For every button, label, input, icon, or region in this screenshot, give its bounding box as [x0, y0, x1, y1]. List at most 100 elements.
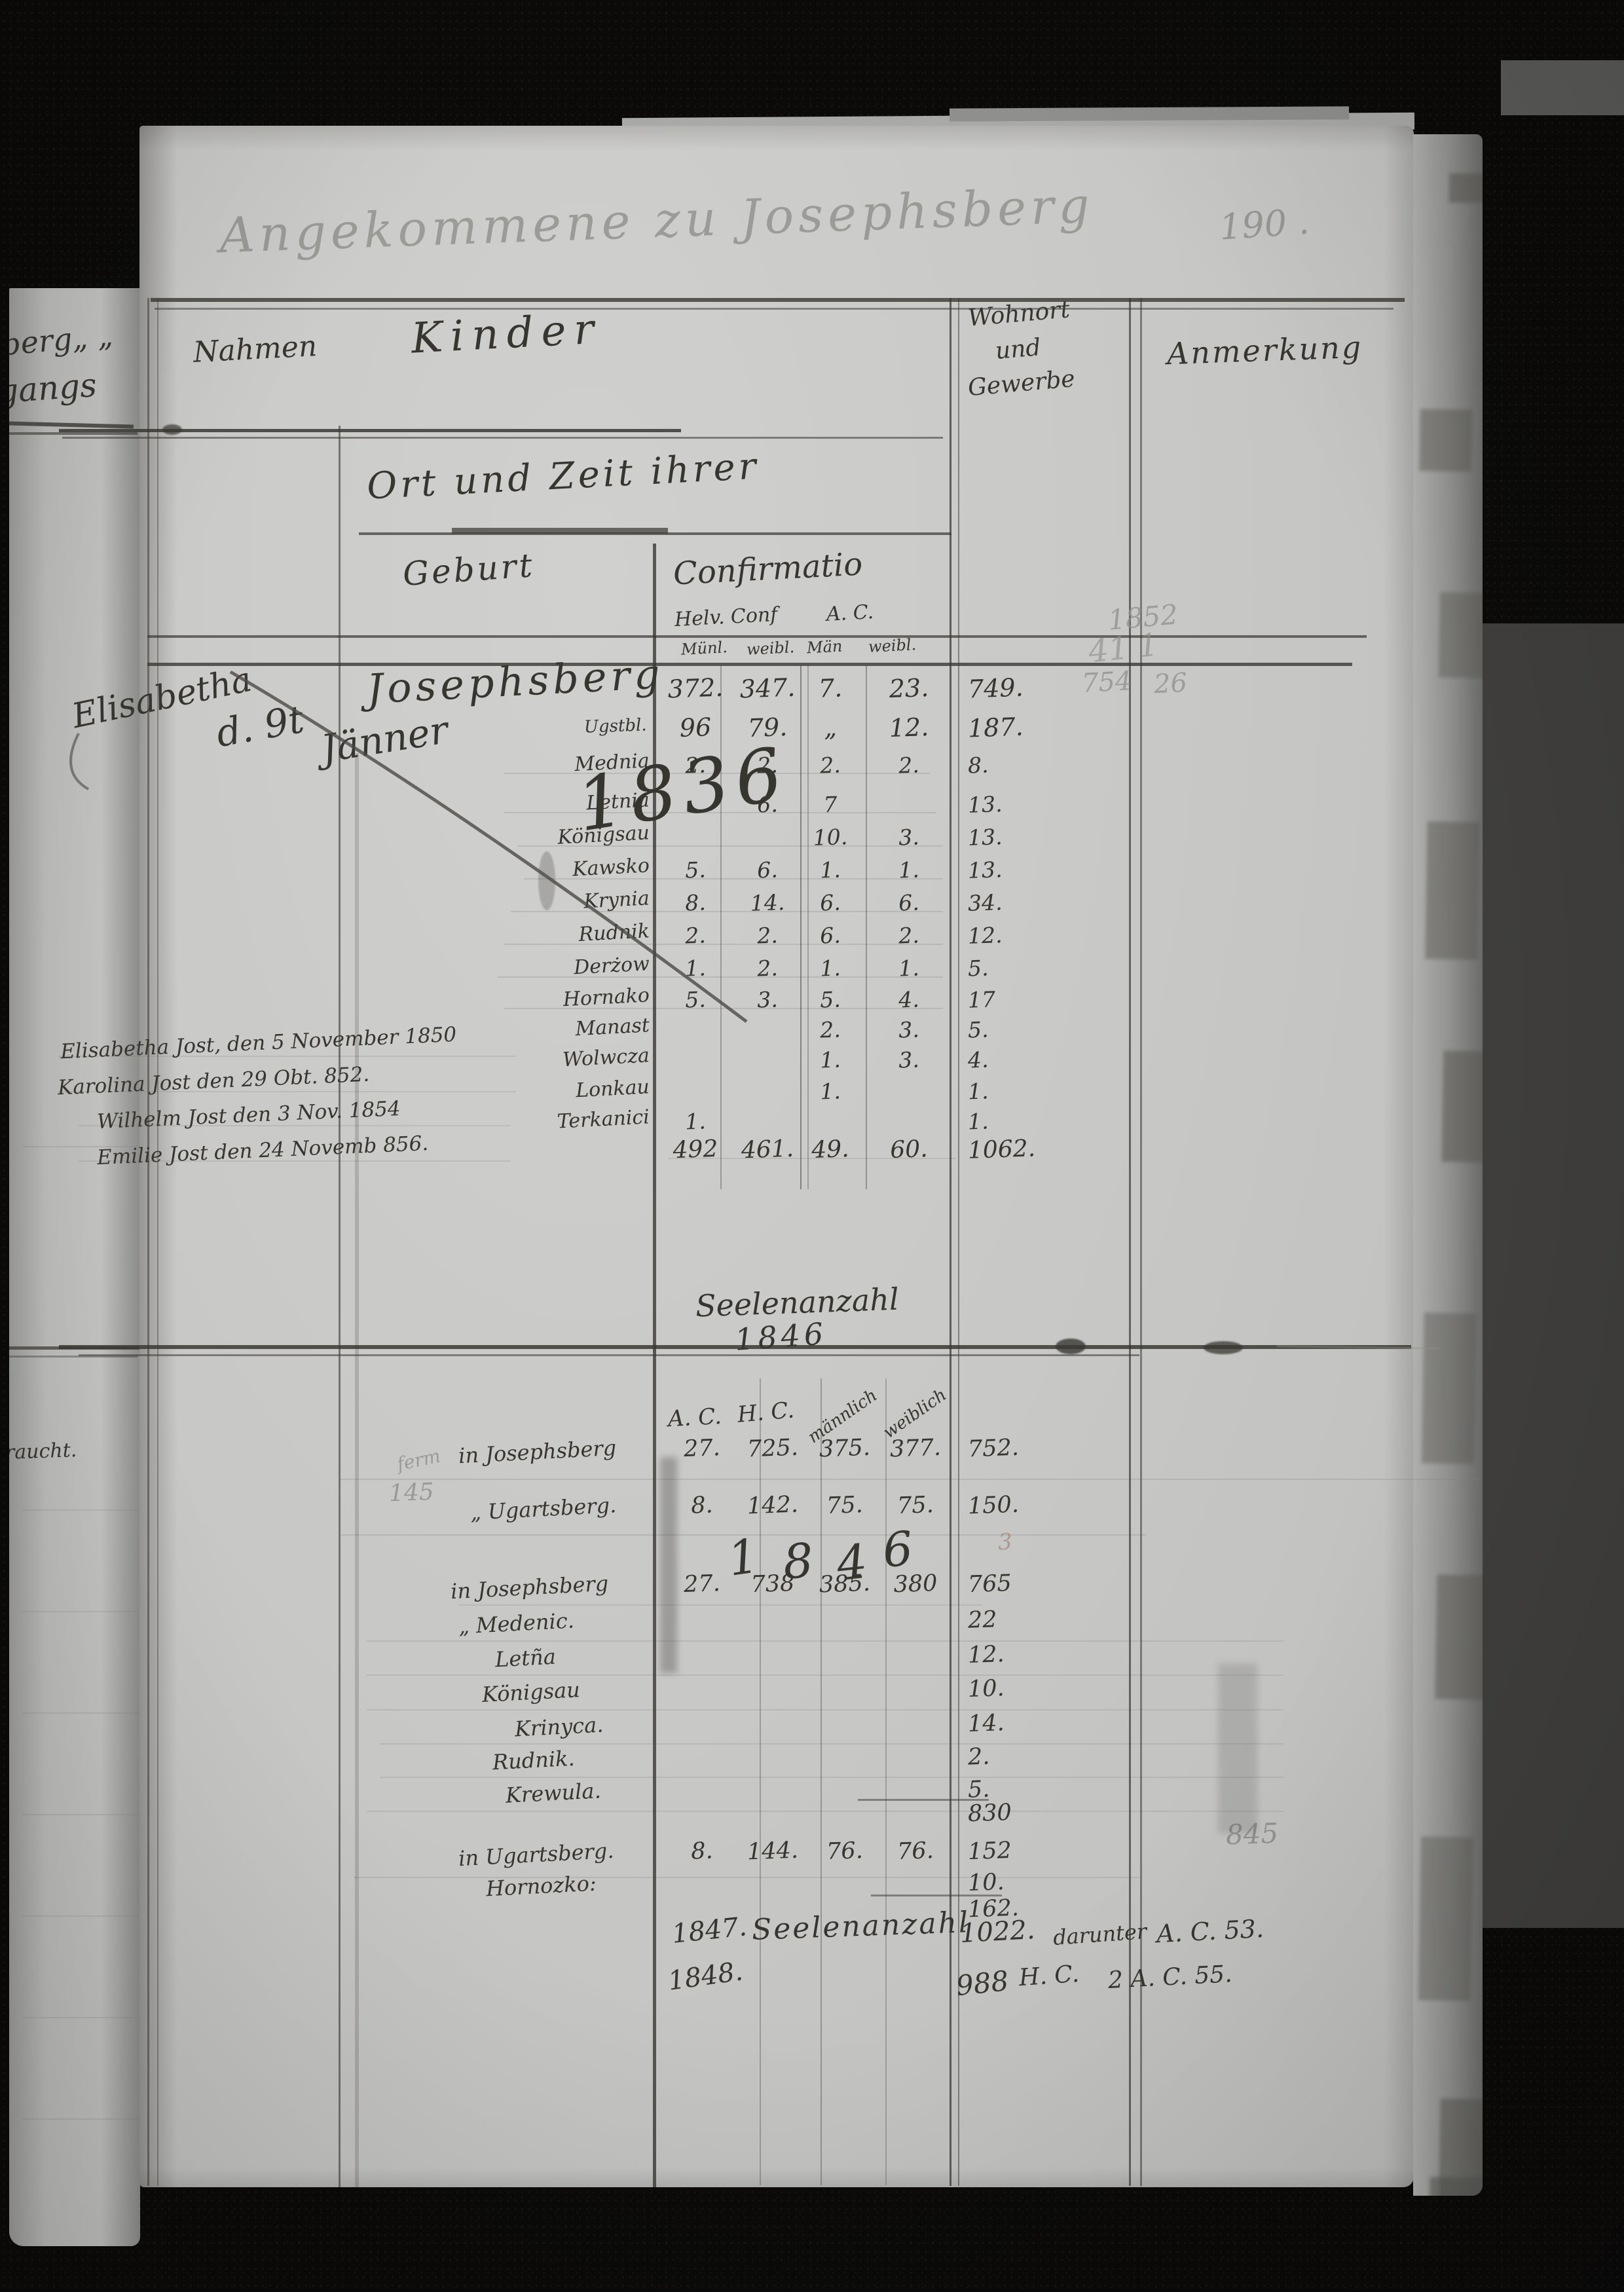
row-value: 7.: [818, 673, 843, 703]
row-total: 12.: [967, 922, 1003, 949]
row-value: 1.: [819, 1078, 841, 1105]
row-total: 12.: [967, 1641, 1005, 1669]
row-total: 17: [967, 986, 996, 1013]
prev-page-fragment: raucht.: [9, 1439, 77, 1464]
ruled-line: [367, 1709, 1283, 1710]
ruled-line: [22, 1814, 140, 1815]
column-line: [885, 1378, 887, 2185]
ruled-line: [22, 1509, 140, 1511]
ruled-line: [341, 1479, 1480, 1480]
row-value: 76.: [826, 1838, 864, 1865]
row-value: 75.: [826, 1492, 864, 1519]
ink-blob: [162, 424, 182, 435]
row-value: 3.: [898, 1016, 920, 1043]
top-right-gray-band: [1501, 60, 1624, 115]
row-label: Königsau: [481, 1677, 581, 1707]
subcol-maennlich: Münl.: [680, 638, 728, 659]
row-value: 1.: [684, 1108, 707, 1135]
row-total: 4.: [967, 1046, 989, 1073]
ruled-line: [367, 1640, 1283, 1642]
ruled-line: [151, 298, 1405, 302]
pencil-note-26: 26: [1153, 667, 1189, 700]
row-value: 8.: [690, 1838, 714, 1865]
column-line: [147, 298, 149, 2186]
torn-edge-streak: [1419, 409, 1473, 472]
row-value: 3.: [898, 1046, 920, 1073]
ruled-line: [359, 532, 951, 535]
big-year-digit: 6: [880, 1521, 915, 1578]
ruled-line: [22, 2017, 140, 2018]
ruled-line: [22, 1712, 140, 1714]
torn-edge-streak: [1425, 821, 1480, 960]
row-value: 96: [679, 712, 712, 743]
ruled-line: [59, 1345, 1411, 1349]
column-line: [807, 665, 809, 1189]
column-line: [821, 1378, 822, 2185]
row-total: 1062.: [967, 1135, 1036, 1164]
ruled-line: [22, 1146, 140, 1147]
ink-blob: [538, 851, 555, 910]
ink-smear: [660, 1457, 677, 1673]
summary-note: 2 A. C. 55.: [1107, 1961, 1233, 1994]
row-total: 22: [967, 1606, 998, 1634]
row-total: 34.: [967, 889, 1003, 916]
stain: [1218, 1663, 1257, 1834]
row-total: 10.: [967, 1675, 1005, 1703]
torn-edge-streak: [1435, 1574, 1483, 1700]
row-value: 6.: [819, 889, 841, 916]
ruled-line: [62, 437, 943, 439]
summary-total: 988: [954, 1964, 1010, 2003]
ruled-line: [58, 1091, 516, 1092]
row-total: 765: [967, 1570, 1012, 1599]
ruled-line: [147, 635, 1367, 638]
ruled-line: [155, 308, 1393, 310]
group-header-ac: A. C.: [826, 601, 875, 626]
row-value: 8.: [684, 889, 707, 916]
row-value: 10.: [813, 824, 848, 851]
row-value: 5.: [819, 986, 841, 1013]
row-total: 14.: [967, 1710, 1005, 1737]
row-value: 2.: [819, 1016, 841, 1043]
row-value: 492: [672, 1135, 719, 1164]
row-label: Letña: [494, 1644, 557, 1673]
ruled-line: [9, 1356, 138, 1358]
pencil-red-3: 3: [997, 1528, 1013, 1556]
subsection-geburt: Geburt: [401, 546, 536, 593]
torn-edge-streak: [1418, 1836, 1474, 2001]
row-label: Krinyca.: [514, 1712, 604, 1742]
row-value: 144.: [747, 1837, 799, 1866]
subcol-weiblich-2: weibl.: [868, 635, 917, 656]
row-value: 1.: [684, 955, 707, 982]
row-value: 725.: [747, 1434, 799, 1463]
torn-edge-streak: [1441, 1050, 1483, 1163]
row-label: Krewula.: [505, 1778, 602, 1808]
subcol-weiblich: weibl.: [746, 638, 795, 659]
ruled-line: [22, 1611, 140, 1612]
ruled-line: [452, 528, 668, 534]
row-total: 152: [967, 1837, 1012, 1866]
row-value: 2.: [684, 922, 707, 949]
column-line: [157, 298, 158, 2186]
row-value: 3.: [898, 824, 920, 851]
ruled-line: [58, 1056, 516, 1057]
row2-place-abbrev: Ugstbl.: [583, 715, 648, 737]
ruled-line: [380, 1777, 1283, 1778]
row-value: 7: [822, 791, 838, 818]
column-line: [1129, 298, 1131, 2186]
pencil-note-754: 754: [1080, 666, 1133, 699]
summary-note: darunter: [1052, 1919, 1148, 1950]
row-total: 2.: [967, 1743, 991, 1771]
row-value: 372.: [667, 673, 724, 704]
row-value: 142.: [747, 1491, 799, 1520]
row-value: 6.: [819, 922, 841, 949]
ruled-line: [367, 1811, 1283, 1812]
t2-header-hc: H. C.: [736, 1397, 796, 1428]
row-value: 76.: [896, 1838, 934, 1865]
row-value: „: [823, 712, 838, 743]
row-value: 2.: [898, 752, 920, 779]
row-total: 5.: [967, 955, 989, 982]
row-value: 12.: [889, 712, 929, 743]
ruled-line: [354, 1877, 1139, 1878]
ruled-line: [22, 2118, 140, 2120]
